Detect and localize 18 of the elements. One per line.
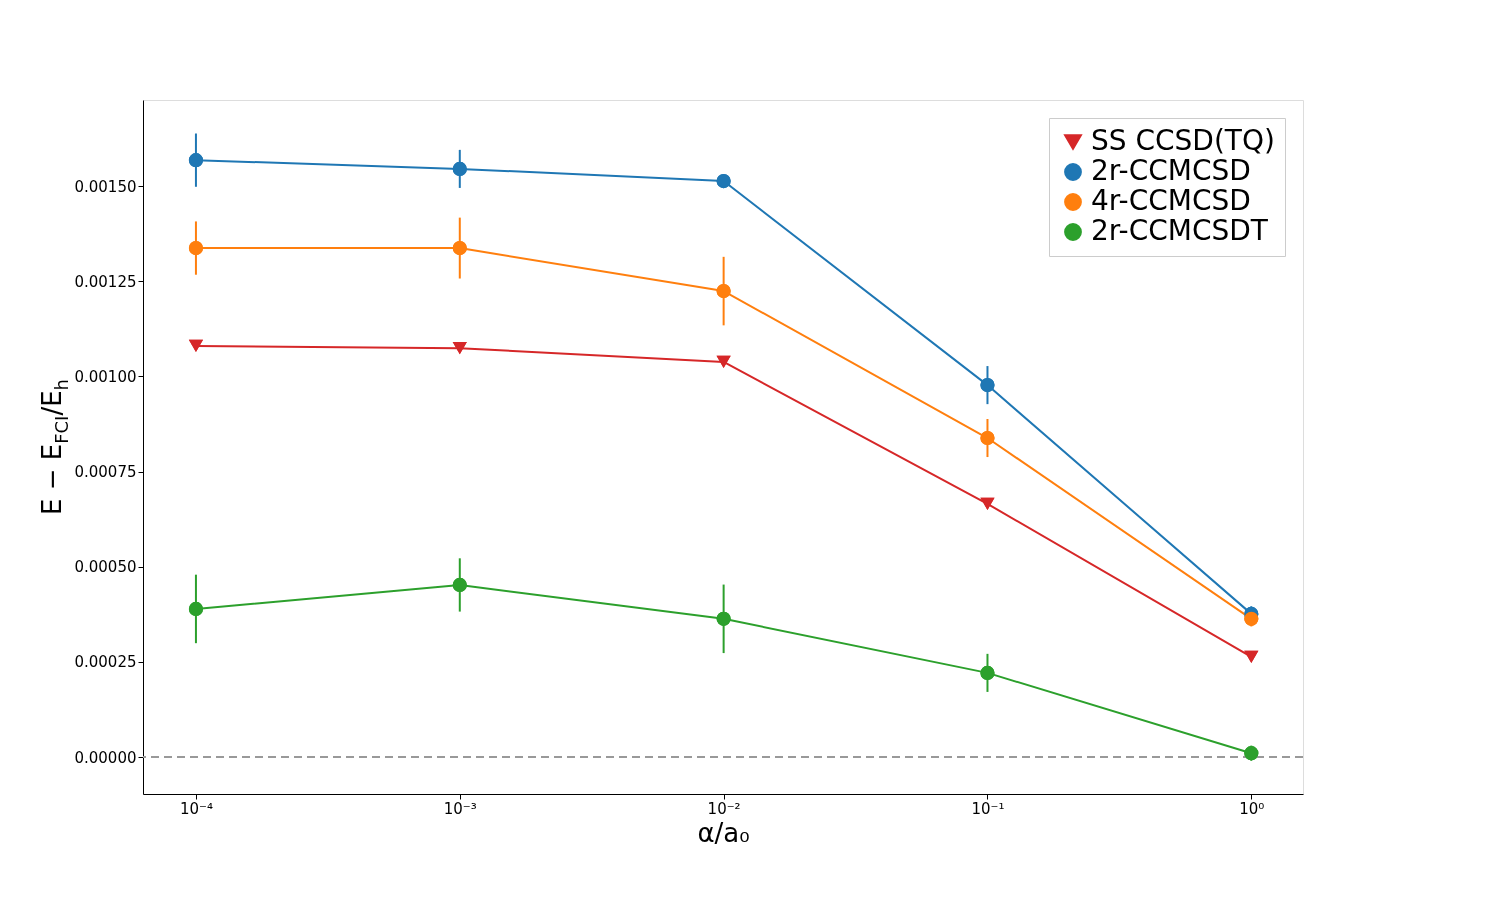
y-tick-label: 0.00100 [74, 367, 137, 386]
y-axis-title: E − EFCI/Eh [37, 378, 72, 516]
y-tick-label: 0.00075 [74, 463, 137, 482]
x-tick-label: 10⁻² [707, 799, 741, 818]
x-tick-label: 10⁰ [1239, 799, 1265, 818]
x-tick-label: 10⁻⁴ [179, 799, 213, 818]
y-tick-label: 0.00050 [74, 558, 137, 577]
legend-label: 2r-CCMCSD [1091, 154, 1251, 187]
y-tick-label: 0.00000 [74, 748, 137, 767]
legend-label: 2r-CCMCSDT [1091, 214, 1269, 247]
y-tick-label: 0.00125 [74, 272, 137, 291]
x-tick-label: 10⁻³ [443, 799, 477, 818]
legend-label: SS CCSD(TQ) [1091, 124, 1275, 157]
legend-label: 4r-CCMCSD [1091, 184, 1251, 217]
x-tick-label: 10⁻¹ [971, 799, 1005, 818]
y-tick-label: 0.00150 [74, 177, 137, 196]
y-tick-label: 0.00025 [74, 653, 137, 672]
x-axis-title: α/a₀ [697, 817, 750, 848]
